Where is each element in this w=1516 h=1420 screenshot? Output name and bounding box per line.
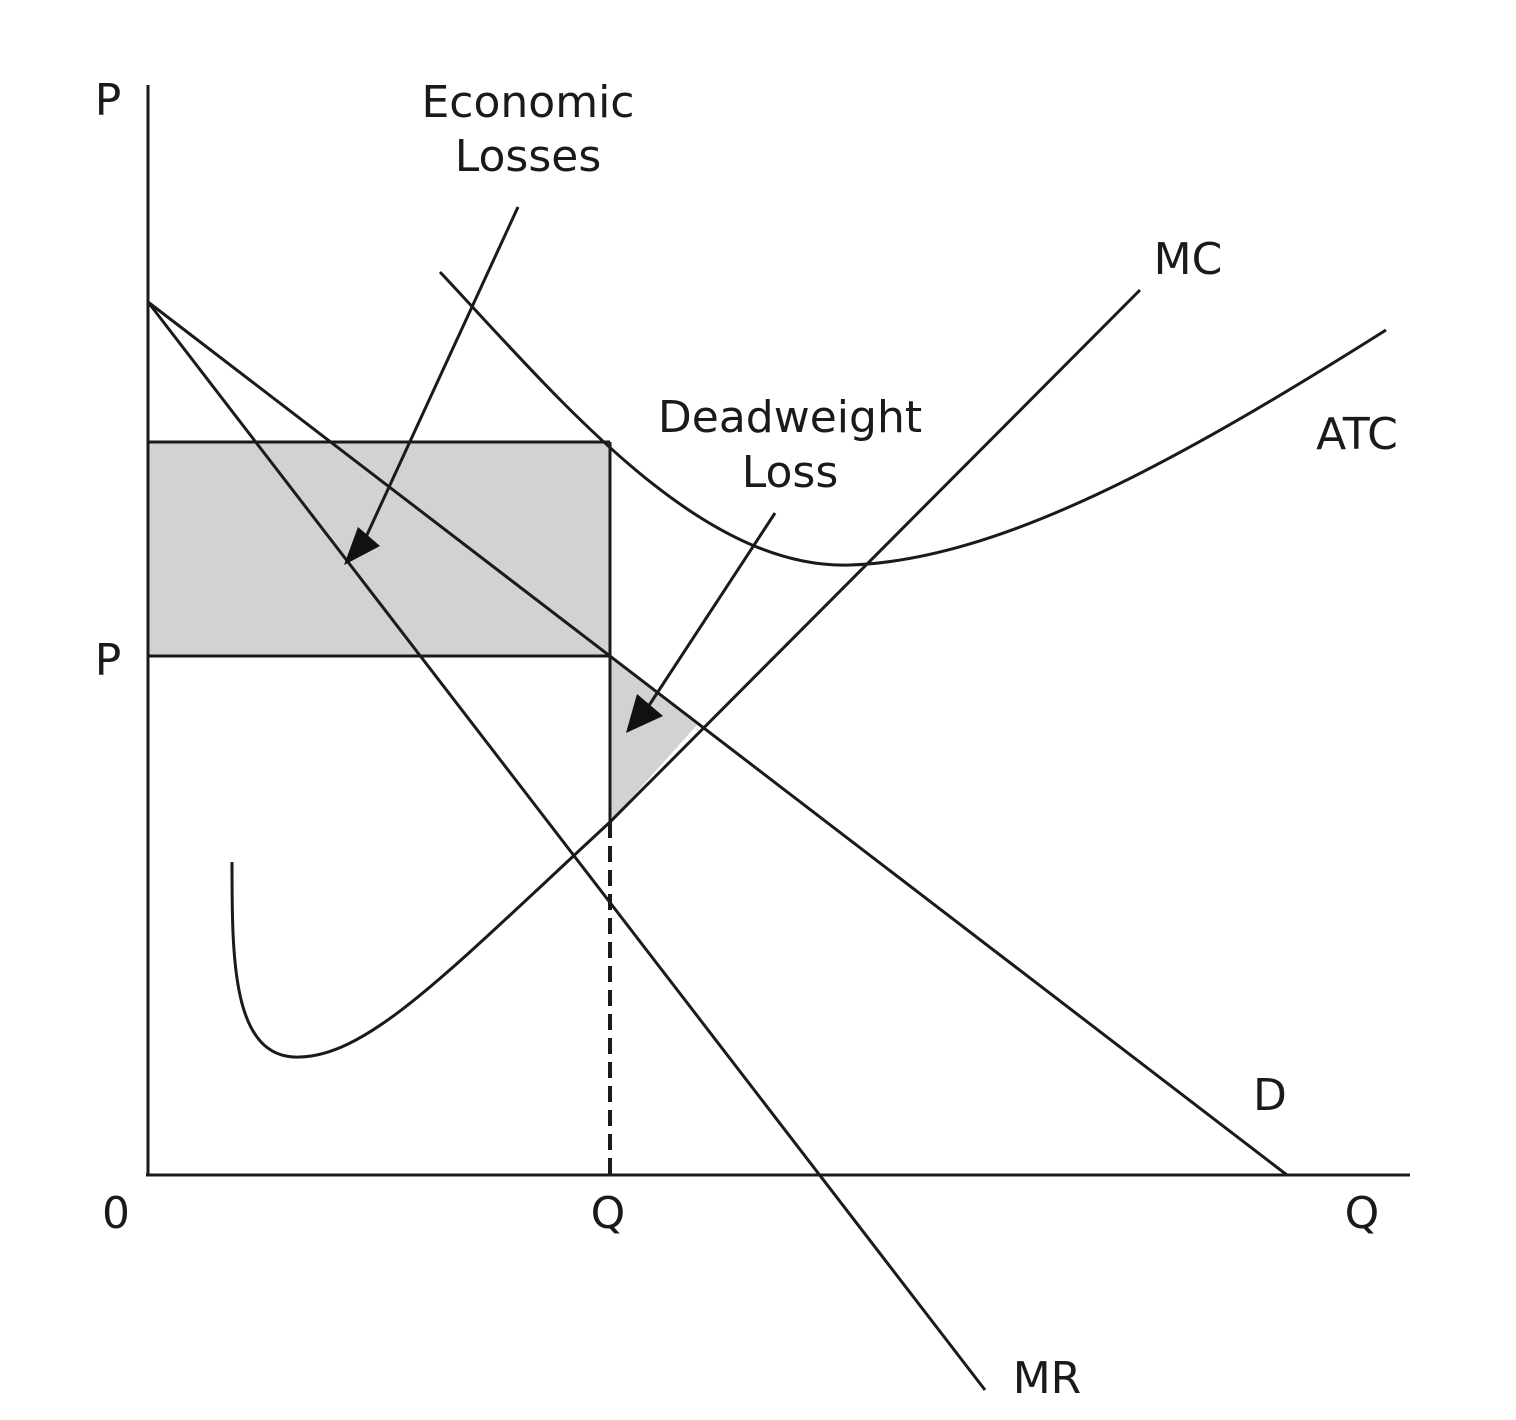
economic-losses-arrowhead: [344, 527, 380, 565]
average-total-cost-curve: [438, 270, 1387, 567]
y-axis-label: P: [95, 75, 122, 126]
price-tick-label: P: [95, 635, 122, 686]
mr-label: MR: [1013, 1353, 1082, 1404]
deadweight-loss-label-line2: Loss: [742, 447, 839, 498]
marginal-revenue-curve: [146, 301, 987, 1391]
x-axis-label: Q: [1345, 1188, 1380, 1239]
deadweight-loss-arrow-shaft: [646, 512, 777, 708]
origin-label: 0: [102, 1188, 130, 1239]
economic-losses-label-line1: Economic: [422, 77, 635, 128]
quantity-tick-label: Q: [591, 1188, 626, 1239]
demand-curve: [147, 300, 1288, 1177]
demand-label: D: [1253, 1070, 1287, 1121]
economic-losses-arrow-shaft: [364, 206, 520, 538]
deadweight-loss-label-line1: Deadweight: [658, 392, 922, 443]
mc-label: MC: [1154, 234, 1223, 285]
atc-label: ATC: [1316, 409, 1398, 460]
deadweight-loss-area: [610, 656, 697, 822]
marginal-cost-curve: [230, 288, 1142, 1059]
economic-losses-label-line2: Losses: [455, 131, 602, 182]
economic-losses-area: [148, 442, 610, 656]
deadweight-loss-arrowhead: [626, 694, 663, 733]
